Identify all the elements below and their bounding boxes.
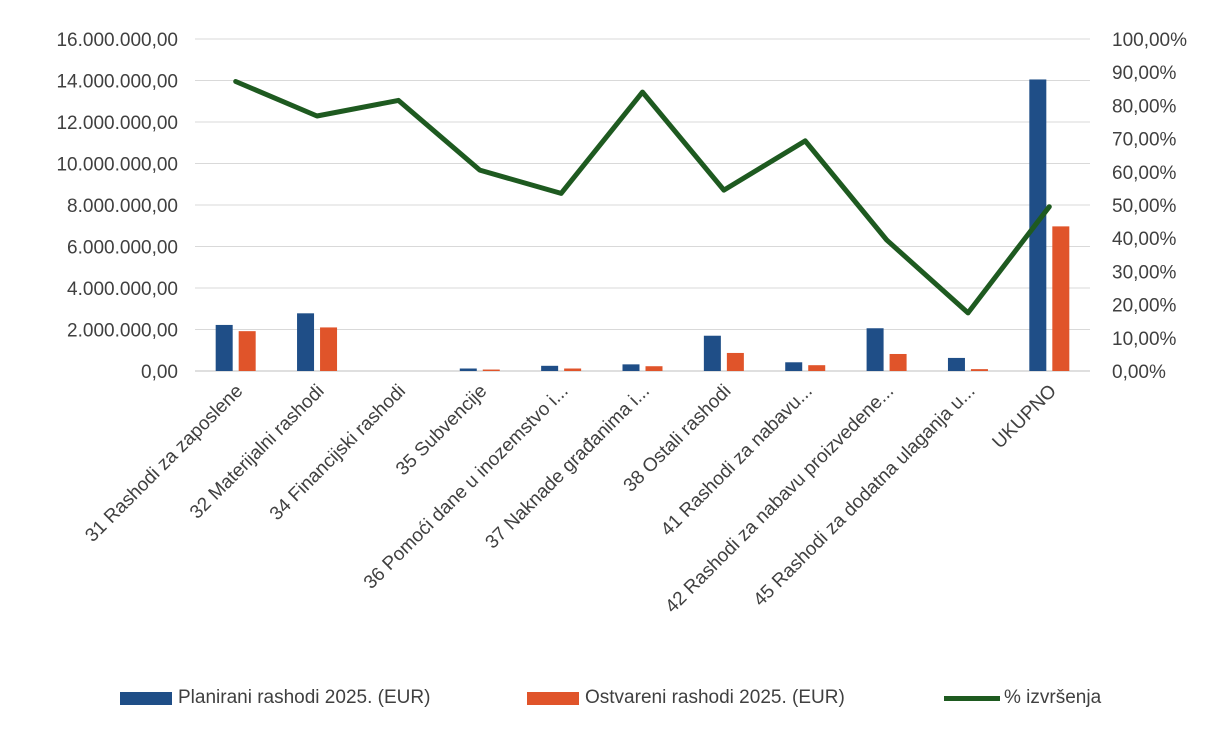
bar-realized (726, 352, 744, 371)
y-left-tick-label: 2.000.000,00 (67, 321, 178, 342)
x-category-label: UKUPNO (989, 381, 1061, 453)
bar-realized (645, 366, 663, 371)
bar-planned (785, 362, 803, 371)
bar-planned (947, 357, 965, 371)
legend-label-realized: Ostvareni rashodi 2025. (EUR) (585, 687, 845, 708)
y-right-tick-label: 40,00% (1112, 229, 1177, 250)
legend-swatch-execution (944, 695, 1000, 701)
y-right-tick-label: 70,00% (1112, 130, 1177, 151)
legend-item-planned: Planirani rashodi 2025. (EUR) (120, 678, 430, 718)
y-right-tick-label: 20,00% (1112, 296, 1177, 317)
y-axis-left: 0,00 2.000.000,00 4.000.000,00 6.000.000,00… (56, 30, 178, 383)
legend-label-execution: % izvršenja (1004, 687, 1102, 708)
bar-realized (1052, 226, 1070, 371)
x-category-label: 37 Naknade građanima i... (482, 381, 654, 553)
y-right-tick-label: 100,00% (1112, 30, 1187, 51)
bar-realized (320, 327, 338, 371)
gridlines (195, 38, 1090, 372)
y-right-tick-label: 80,00% (1112, 96, 1177, 117)
line-execution (233, 79, 1052, 316)
legend-label-planned: Planirani rashodi 2025. (EUR) (178, 687, 431, 708)
bar-planned (622, 364, 640, 371)
y-left-tick-label: 14.000.000,00 (56, 72, 178, 93)
bar-planned (541, 365, 559, 371)
execution-line (233, 79, 1052, 316)
bar-realized (970, 369, 988, 371)
bars (215, 79, 1070, 372)
y-left-tick-label: 0,00 (141, 362, 178, 383)
bar-realized (482, 369, 500, 371)
y-left-tick-label: 10.000.000,00 (56, 155, 178, 176)
bar-realized (808, 365, 826, 371)
y-left-tick-label: 6.000.000,00 (67, 238, 178, 259)
y-left-tick-label: 16.000.000,00 (56, 30, 178, 51)
y-left-tick-label: 8.000.000,00 (67, 196, 178, 217)
y-left-tick-label: 12.000.000,00 (56, 113, 178, 134)
y-right-tick-label: 10,00% (1112, 329, 1177, 350)
bar-planned (215, 324, 233, 371)
chart: 0,00 2.000.000,00 4.000.000,00 6.000.000,00… (56, 30, 1187, 618)
bar-realized (889, 353, 907, 371)
y-left-tick-label: 4.000.000,00 (67, 279, 178, 300)
x-category-label: 32 Materijalni rashodi (186, 381, 329, 524)
legend-swatch-planned (120, 691, 172, 705)
legend-item-realized: Ostvareni rashodi 2025. (EUR) (527, 678, 845, 718)
bar-planned (297, 313, 315, 371)
x-category-label: 34 Financijski rashodi (266, 381, 410, 525)
y-right-tick-label: 60,00% (1112, 163, 1177, 184)
y-axis-right: 0,00% 10,00% 20,00% 30,00% 40,00% 50,00% 60,00… (1112, 30, 1187, 383)
legend-swatch-realized (527, 691, 579, 705)
y-right-tick-label: 0,00% (1112, 362, 1166, 383)
bar-planned (866, 328, 884, 371)
y-right-tick-label: 30,00% (1112, 262, 1177, 283)
x-category-label: 41 Rashodi za nabavu... (657, 381, 817, 541)
legend: Planirani rashodi 2025. (EUR) Ostvareni … (0, 678, 1210, 718)
y-right-tick-label: 50,00% (1112, 196, 1177, 217)
bar-realized (238, 331, 256, 371)
y-right-tick-label: 90,00% (1112, 63, 1177, 84)
bar-realized (564, 368, 582, 371)
bar-planned (459, 368, 477, 371)
x-category-label: 31 Rashodi za zaposlene (81, 381, 247, 547)
bar-planned (703, 335, 721, 371)
legend-item-execution: % izvršenja (944, 678, 1101, 718)
